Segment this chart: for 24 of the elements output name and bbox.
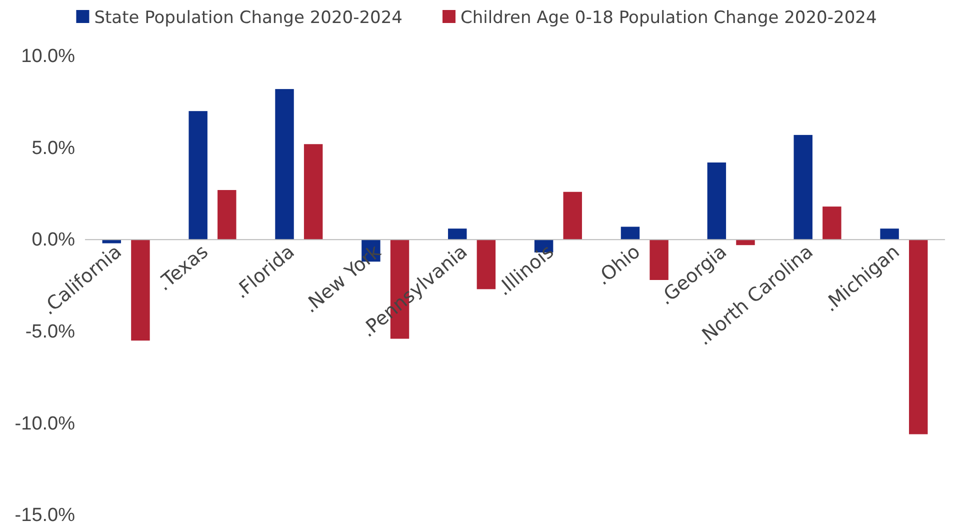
bar bbox=[908, 240, 928, 434]
bar bbox=[102, 240, 122, 244]
bar bbox=[880, 228, 899, 240]
bar bbox=[794, 134, 812, 240]
bar bbox=[304, 144, 323, 240]
legend-label: Children Age 0-18 Population Change 2020-2024 bbox=[460, 8, 877, 28]
bar bbox=[448, 228, 467, 240]
y-tick-label: 10.0% bbox=[21, 46, 76, 68]
y-tick-label: 0.0% bbox=[32, 230, 76, 251]
bar bbox=[275, 89, 294, 240]
y-tick-label: -10.0% bbox=[14, 413, 76, 434]
bar bbox=[218, 190, 236, 240]
bar bbox=[822, 206, 842, 240]
bar bbox=[563, 192, 582, 240]
bar bbox=[620, 226, 640, 240]
bar bbox=[188, 111, 208, 240]
bar bbox=[476, 240, 496, 290]
bar bbox=[707, 162, 726, 240]
bar bbox=[736, 240, 755, 246]
y-tick-label: -15.0% bbox=[14, 505, 76, 526]
y-tick-label: -5.0% bbox=[25, 321, 76, 342]
y-tick-label: 5.0% bbox=[32, 138, 76, 159]
legend-label: State Population Change 2020-2024 bbox=[94, 8, 402, 28]
bar bbox=[131, 240, 150, 341]
